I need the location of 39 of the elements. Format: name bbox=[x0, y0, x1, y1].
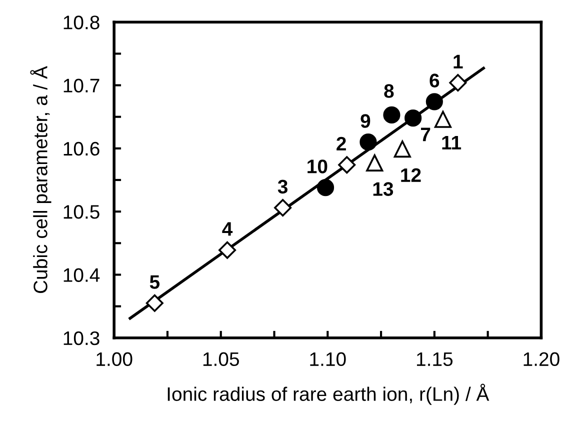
annotation: 9 bbox=[360, 114, 370, 128]
x-tick-label: 1.15 bbox=[416, 352, 453, 366]
annotation: 13 bbox=[373, 182, 394, 196]
point bbox=[449, 74, 467, 92]
y-axis-title: Cubic cell parameter, a / Å bbox=[30, 66, 52, 294]
annotation: 6 bbox=[430, 74, 440, 88]
x-tick-label: 1.00 bbox=[96, 352, 132, 366]
point bbox=[434, 110, 452, 128]
y-tick-label: 10.5 bbox=[64, 205, 100, 219]
point bbox=[383, 106, 400, 124]
annotation: 3 bbox=[278, 180, 288, 194]
annotation: 8 bbox=[384, 84, 394, 98]
annotation: 10 bbox=[308, 160, 328, 174]
point bbox=[218, 241, 236, 259]
x-tick-label: 1.05 bbox=[203, 352, 239, 366]
y-tick-label: 10.3 bbox=[64, 331, 100, 346]
y-tick-label: 10.7 bbox=[64, 78, 100, 92]
point bbox=[146, 294, 164, 312]
y-tick-label: 10.4 bbox=[64, 268, 100, 282]
y-tick-label: 10.8 bbox=[64, 16, 100, 30]
point bbox=[316, 179, 334, 196]
point bbox=[338, 156, 356, 174]
point bbox=[360, 134, 377, 151]
annotation: 7 bbox=[421, 128, 430, 142]
point bbox=[404, 110, 422, 127]
annotation: 2 bbox=[336, 136, 346, 150]
annotation: 1 bbox=[454, 54, 463, 68]
point bbox=[426, 93, 443, 110]
annotation: 12 bbox=[401, 168, 421, 182]
x-tick-label: 1.10 bbox=[310, 352, 346, 366]
point bbox=[394, 140, 411, 158]
x-axis-title: Ionic radius of rare earth ion, r(Ln) / Å bbox=[168, 384, 490, 405]
annotation: 5 bbox=[150, 275, 160, 289]
y-tick-label: 10.6 bbox=[64, 142, 100, 156]
annotation: 11 bbox=[442, 136, 462, 150]
annotation: 4 bbox=[222, 222, 233, 236]
point bbox=[366, 154, 384, 172]
x-tick-label: 1.20 bbox=[524, 352, 560, 366]
point bbox=[274, 199, 292, 217]
